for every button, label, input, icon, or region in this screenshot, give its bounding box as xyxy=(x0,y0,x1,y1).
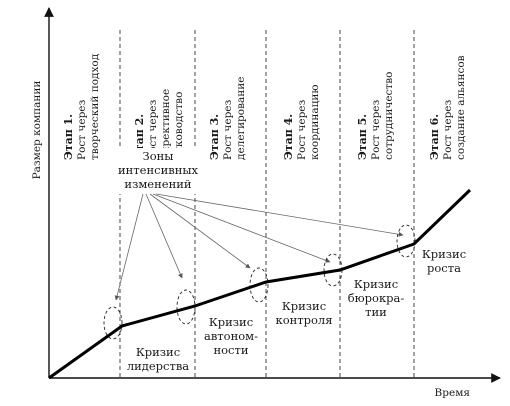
stage-label-3: Этап 3. Рост через делегирование xyxy=(208,77,247,161)
zones-label-background xyxy=(115,148,200,194)
crisis-label-line: Кризис xyxy=(209,315,253,329)
crisis-label-line: тии xyxy=(365,305,387,319)
stage-desc-line: Рост через xyxy=(76,99,88,160)
zone-arrow-1 xyxy=(114,193,144,301)
crisis-label-line: контроля xyxy=(276,313,333,327)
stage-desc-line: координацию xyxy=(309,84,321,160)
crisis-label-line: бюрокра- xyxy=(348,291,405,305)
stage-title: Этап 4. xyxy=(282,114,295,160)
zone-arrow-3 xyxy=(149,193,251,269)
stage-desc-line: сотрудничество xyxy=(383,72,395,160)
stage-desc-line: творческий подход xyxy=(89,53,101,160)
stage-title: Этап 3. xyxy=(208,114,221,160)
stage-label-6: Этап 6. Рост через создание альянсов xyxy=(428,55,467,160)
crisis-label-line: Кризис xyxy=(136,345,180,359)
stage-title: Этап 1. xyxy=(62,114,75,160)
y-axis-label: Размер компании xyxy=(31,81,43,180)
stage-label-5: Этап 5. Рост через сотрудничество xyxy=(356,72,395,160)
zone-arrows xyxy=(114,193,404,301)
stage-desc-line: Рост через xyxy=(442,99,454,160)
crisis-label-line: лидерства xyxy=(127,359,189,373)
crisis-label-2: Кризис автоном- ности xyxy=(204,315,258,357)
stage-desc-line: создание альянсов xyxy=(455,55,467,160)
stage-title: Этап 6. xyxy=(428,114,441,160)
crisis-label-line: ности xyxy=(213,343,248,357)
zone-arrow-5 xyxy=(155,193,404,237)
stage-label-4: Этап 4. Рост через координацию xyxy=(282,84,321,160)
crisis-label-line: Кризис xyxy=(354,277,398,291)
zones-label-line: изменений xyxy=(124,177,191,191)
crisis-zone-3 xyxy=(249,267,269,303)
zones-label-line: интенсивных xyxy=(118,163,199,177)
stage-desc-line: руководство xyxy=(173,92,185,160)
crisis-label-line: Кризис xyxy=(282,299,326,313)
crisis-label-5: Кризис роста xyxy=(422,247,466,275)
crisis-label-line: автоном- xyxy=(204,329,258,343)
stage-label-1: Этап 1. Рост через творческий подход xyxy=(62,53,101,160)
crisis-label-1: Кризис лидерства xyxy=(127,345,189,373)
stage-title: Этап 5. xyxy=(356,114,369,160)
zones-label: Зоны интенсивных изменений xyxy=(118,149,199,191)
stage-desc-line: Рост через xyxy=(370,99,382,160)
growth-curve xyxy=(48,188,472,380)
zone-arrow-2 xyxy=(145,193,183,279)
crisis-label-line: Кризис xyxy=(422,247,466,261)
stage-desc-line: Рост через xyxy=(147,99,159,160)
stage-desc-line: директивное xyxy=(160,89,172,160)
stage-desc-line: делегирование xyxy=(235,77,247,161)
x-axis-label: Время xyxy=(435,387,471,399)
crisis-zone-5 xyxy=(396,224,416,258)
zone-arrow-4 xyxy=(152,193,331,263)
stage-desc-line: Рост через xyxy=(222,99,234,160)
crisis-label-3: Кризис контроля xyxy=(276,299,333,327)
crisis-label-4: Кризис бюрокра- тии xyxy=(348,277,405,319)
crisis-zone-1 xyxy=(103,306,123,340)
zones-label-line: Зоны xyxy=(143,149,174,163)
stage-dividers xyxy=(119,30,415,378)
stage-desc-line: Рост через xyxy=(296,99,308,160)
crisis-label-line: роста xyxy=(427,261,461,275)
